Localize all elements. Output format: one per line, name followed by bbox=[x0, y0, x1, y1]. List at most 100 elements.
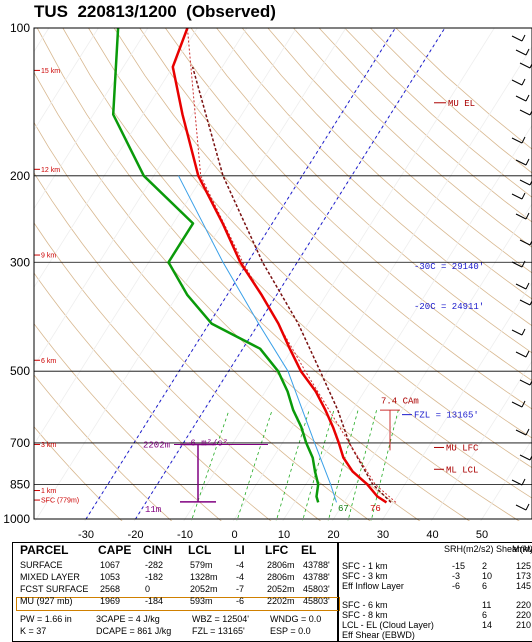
dry-adiabat bbox=[267, 28, 532, 274]
sounding-title: TUS 220813/1200 (Observed) bbox=[34, 2, 276, 21]
isotherm-line bbox=[430, 360, 532, 521]
parcel-header-lcl: LCL bbox=[188, 543, 212, 557]
surface-dewpoint-label: 67 bbox=[338, 504, 349, 514]
wind-barb bbox=[515, 213, 527, 220]
temperature-tick-label: 30 bbox=[377, 529, 389, 540]
wind-barb bbox=[515, 159, 527, 166]
wind-barb bbox=[511, 479, 523, 486]
parcel-cell: -6 bbox=[236, 596, 245, 606]
temperature-tick-label: 0 bbox=[231, 529, 237, 540]
wind-barb-flag bbox=[525, 48, 530, 56]
index-cell: WNDG = 0.0 bbox=[270, 614, 322, 624]
temperature-tick-label: 50 bbox=[476, 529, 488, 540]
wind-barb bbox=[519, 179, 531, 186]
cape-label: 7.4 CAm bbox=[381, 397, 419, 407]
mixing-ratio-line bbox=[236, 409, 273, 521]
parcel-cell: -182 bbox=[145, 572, 164, 582]
wind-barb bbox=[519, 62, 531, 69]
index-cell: DCAPE = 861 J/kg bbox=[96, 626, 172, 636]
shear-cell: 210 bbox=[516, 620, 532, 630]
parcel-cell: 43788' bbox=[303, 572, 330, 582]
height-label: 9 km bbox=[41, 253, 56, 260]
mixing-ratio-line bbox=[275, 409, 310, 521]
parcel-cell: 45803' bbox=[303, 596, 330, 606]
mixing-ratio-line bbox=[302, 409, 335, 521]
temperature-tick-label: -10 bbox=[177, 529, 193, 540]
parcel-cell: 2568 bbox=[100, 584, 121, 594]
isotherm-line bbox=[331, 203, 532, 521]
height-label: 3 km bbox=[41, 442, 56, 449]
isotherm-line bbox=[34, 28, 347, 521]
parcel-header-cinh: CINH bbox=[143, 543, 173, 557]
isotherm-line bbox=[282, 124, 532, 521]
wind-barb-flag bbox=[525, 94, 530, 102]
parcel-cell: MU (927 mb) bbox=[20, 596, 73, 606]
wind-barb-flag bbox=[521, 192, 526, 200]
pressure-tick-label: 700 bbox=[10, 436, 30, 450]
isotherm-highlight bbox=[133, 28, 446, 521]
dewpoint-trace bbox=[111, 28, 320, 503]
wind-barb bbox=[515, 504, 527, 511]
shear-header: SRH(m2/s2) Shear(kt) bbox=[444, 544, 532, 554]
dry-adiabat bbox=[34, 272, 272, 521]
parcel-cell: -184 bbox=[145, 596, 164, 606]
parcel-cell: 593m bbox=[190, 596, 213, 606]
pressure-tick-label: 850 bbox=[10, 477, 30, 491]
isotherm-line bbox=[232, 46, 532, 521]
parcel-cell: 579m bbox=[190, 560, 213, 570]
height-label: 1 km bbox=[41, 488, 56, 495]
iso-minus30-label: -30C = 29140' bbox=[414, 262, 484, 272]
dry-adiabat bbox=[34, 222, 322, 521]
wind-barb bbox=[515, 95, 527, 102]
parcel-header-li: LI bbox=[234, 543, 245, 557]
dry-adiabat bbox=[88, 28, 532, 469]
height-label: SFC (779m) bbox=[41, 498, 79, 505]
inflow-srh-label: -6 m²/s² bbox=[185, 438, 228, 448]
dry-adiabat bbox=[165, 28, 532, 382]
parcel-cell: 2806m bbox=[267, 560, 295, 570]
wind-barb-flag bbox=[521, 260, 526, 268]
wind-barb bbox=[511, 193, 523, 200]
shear-cell: 173 bbox=[516, 571, 532, 581]
wind-barb bbox=[519, 299, 531, 306]
temperature-tick-label: 10 bbox=[278, 529, 290, 540]
dry-adiabat bbox=[293, 28, 532, 248]
parcel-cell: 1067 bbox=[100, 560, 121, 570]
wind-barb-flag bbox=[521, 478, 526, 486]
index-cell: PW = 1.66 in bbox=[20, 614, 72, 624]
shear-cell: 14 bbox=[482, 620, 493, 630]
wind-barb bbox=[515, 49, 527, 56]
dry-adiabat bbox=[139, 28, 532, 410]
temperature-tick-label: 40 bbox=[426, 529, 438, 540]
isotherm-line bbox=[183, 28, 495, 521]
parcel-cell: 2052m bbox=[267, 584, 295, 594]
wind-barb bbox=[519, 454, 531, 461]
temperature-trace bbox=[171, 28, 388, 504]
shear-cell: Eff Shear (EBWD) bbox=[342, 630, 415, 640]
dry-adiabat bbox=[34, 426, 123, 521]
parcel-cell: 45803' bbox=[303, 584, 330, 594]
shear-cell: 10 bbox=[482, 571, 493, 581]
wind-barb bbox=[511, 137, 523, 144]
wind-barb bbox=[515, 283, 527, 290]
isotherm-line bbox=[34, 28, 99, 131]
mixing-ratio-line bbox=[370, 409, 399, 521]
ml-lcl-label: ML LCL bbox=[446, 465, 478, 475]
parcel-header-cape: CAPE bbox=[98, 543, 132, 557]
shear-cell: 2 bbox=[482, 561, 488, 571]
shear-cell: SFC - 6 km bbox=[342, 600, 388, 610]
dry-adiabat bbox=[36, 28, 520, 521]
dry-adiabat bbox=[34, 323, 222, 521]
dry-adiabat bbox=[216, 28, 532, 327]
temperature-tick-label: 20 bbox=[327, 529, 339, 540]
parcel-cell: SURFACE bbox=[20, 560, 63, 570]
dry-adiabat bbox=[241, 28, 532, 300]
shear-cell: 6 bbox=[482, 581, 488, 591]
parcel-cell: -282 bbox=[145, 560, 164, 570]
surface-temperature-label: 76 bbox=[370, 504, 381, 514]
parcel-cell: 0 bbox=[145, 584, 151, 594]
skew-t-chart: 100 200 300 500 700 850 1000 -30 -20 -10 0 10 20 30 40… bbox=[3, 21, 532, 540]
index-cell: K = 37 bbox=[20, 626, 47, 636]
parcel-header-lfc: LFC bbox=[265, 543, 289, 557]
wind-barb bbox=[515, 429, 527, 436]
